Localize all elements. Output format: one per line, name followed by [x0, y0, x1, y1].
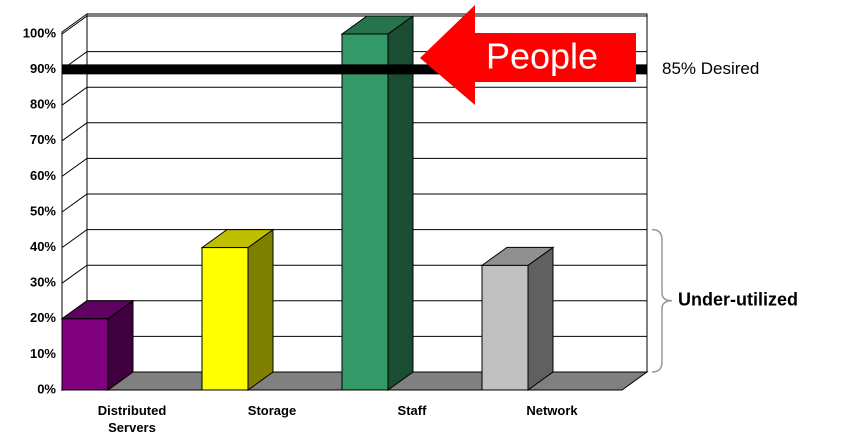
bar-side	[247, 228, 274, 391]
arrow-label: People	[486, 36, 598, 77]
grid-line	[61, 157, 647, 177]
grid-line	[61, 122, 647, 142]
y-tick-label: 50%	[30, 203, 56, 218]
x-tick-label: Network	[526, 403, 578, 418]
y-tick-label: 90%	[30, 61, 56, 76]
brace-label: Under-utilized	[678, 290, 798, 310]
bar	[61, 318, 109, 391]
reference-label: 85% Desired	[662, 59, 759, 78]
brace	[651, 228, 673, 373]
y-tick-label: 70%	[30, 132, 56, 147]
arrow	[420, 5, 636, 105]
y-tick-label: 20%	[30, 310, 56, 325]
bar	[201, 247, 249, 391]
y-tick-label: 80%	[30, 97, 56, 112]
x-tick-label: Storage	[247, 403, 297, 418]
y-tick-label: 0%	[37, 381, 56, 396]
grid-line	[61, 264, 647, 284]
grid-line	[61, 15, 647, 35]
y-tick-label: 30%	[30, 275, 56, 290]
y-tick-label: 100%	[23, 25, 57, 40]
y-tick-label: 60%	[30, 168, 56, 183]
bar	[341, 33, 389, 391]
grid-line	[61, 193, 647, 213]
y-tick-label: 40%	[30, 239, 56, 254]
y-tick-label: 10%	[30, 346, 56, 361]
grid-line	[61, 229, 647, 249]
bar	[481, 264, 529, 391]
x-tick-label: Distributed Servers	[97, 403, 167, 435]
x-tick-label: Staff	[397, 403, 427, 418]
bar-side	[527, 246, 554, 391]
